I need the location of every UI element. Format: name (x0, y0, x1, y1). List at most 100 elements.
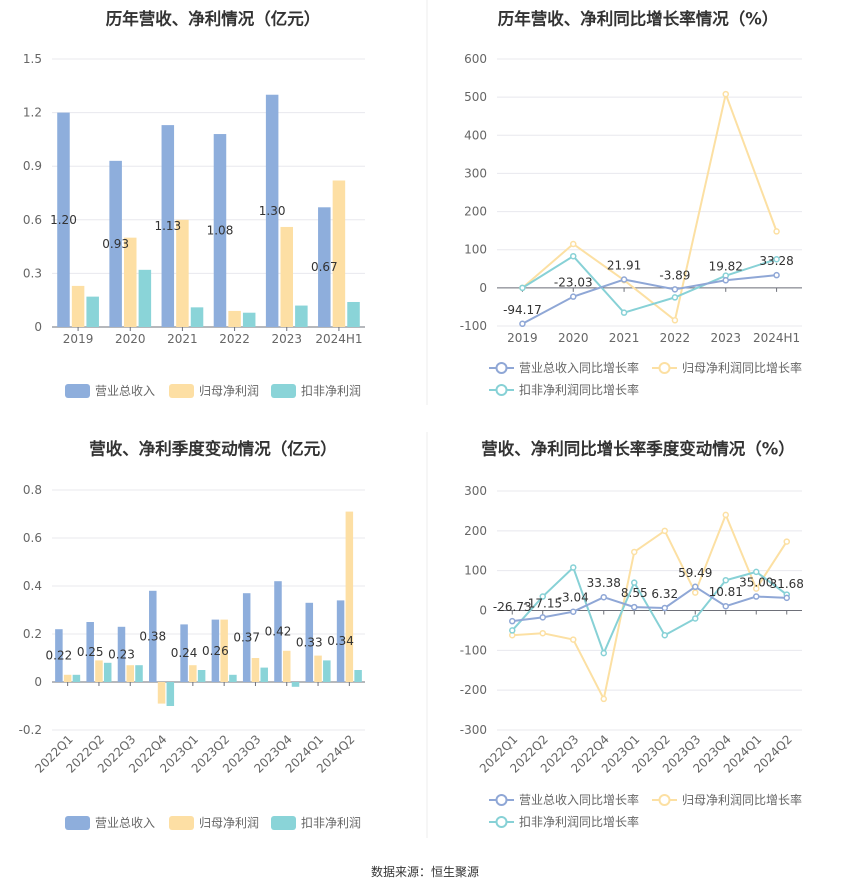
legend-label-3: 扣非净利润同比增长率 (519, 382, 639, 397)
bar-3 (72, 674, 81, 682)
point-1 (661, 604, 668, 612)
data-label: -3.89 (659, 268, 690, 282)
bar-1 (109, 160, 122, 327)
point-2 (753, 585, 760, 592)
point-3 (722, 576, 729, 584)
bar-3 (229, 674, 237, 682)
point-3 (671, 294, 679, 301)
data-label: 10.81 (709, 585, 743, 599)
y-tick-label: 200 (464, 205, 487, 219)
y-tick-label: 0.2 (23, 627, 42, 641)
bar-3 (260, 667, 268, 682)
bar-3 (103, 662, 112, 682)
bar-2 (282, 650, 291, 682)
series-line-3 (511, 565, 788, 656)
point-1 (570, 608, 577, 615)
point-1 (773, 271, 780, 279)
bar-3 (295, 305, 308, 327)
y-tick-label: 0.9 (23, 159, 42, 173)
x-tick-label: 2020 (558, 331, 589, 345)
y-tick-label: -0.2 (19, 723, 42, 737)
point-1 (722, 602, 729, 610)
point-2 (722, 511, 729, 519)
y-tick-label: 0.6 (23, 531, 42, 545)
y-tick-label: 500 (464, 90, 487, 104)
bar-2 (176, 219, 189, 327)
quarterly-growth-rate-chart: 营收、净利同比增长率季度变动情况（%） -300 -200 -100 0 100 200 30… (460, 439, 804, 830)
legend-swatch-3 (271, 816, 296, 830)
point-1 (692, 583, 699, 591)
x-tick-label: 2022 (660, 331, 691, 345)
bar-2 (189, 665, 197, 682)
x-tick-label: 2023 (271, 332, 302, 346)
data-label: 0.34 (327, 634, 354, 648)
legend-marker-3 (495, 816, 508, 828)
y-tick-label: -200 (460, 683, 487, 697)
data-label: 8.55 (621, 586, 648, 600)
x-tick-label: 2020 (115, 332, 146, 346)
data-label: -17.15 (523, 596, 562, 610)
data-label: 1.13 (154, 219, 181, 233)
bar-2 (63, 674, 72, 682)
data-label: 1.08 (207, 224, 234, 238)
bar-2 (280, 226, 294, 327)
bar-3 (347, 301, 360, 327)
x-tick-label: 2024H1 (753, 331, 800, 345)
point-1 (722, 277, 729, 284)
point-3 (509, 627, 516, 634)
data-label: 1.20 (50, 213, 77, 227)
data-label: 35.00 (739, 576, 773, 590)
point-1 (509, 617, 516, 625)
x-tick-label: 2022 (219, 332, 250, 346)
point-3 (539, 593, 546, 600)
point-2 (671, 317, 679, 324)
chart-title: 营收、净利季度变动情况（亿元） (89, 439, 337, 459)
quarterly-revenue-profit-chart: 营收、净利季度变动情况（亿元）-0.200.20.40.60.82022Q120… (19, 439, 365, 830)
legend-label-1: 营业总收入同比增长率 (519, 792, 639, 807)
point-1 (600, 593, 607, 601)
point-1 (539, 614, 546, 621)
chart-title: 营收、净利同比增长率季度变动情况（%） (481, 439, 795, 459)
annual-revenue-profit-chart: 历年营收、净利情况（亿元） 0 0.3 0.6 0.9 1.2 1.5 2019 2020 202… (23, 9, 365, 398)
point-3 (692, 615, 699, 622)
bar-1 (117, 626, 126, 682)
y-tick-label: 1.2 (23, 106, 42, 120)
legend-swatch-1 (65, 384, 90, 398)
legend-label-2: 归母净利润同比增长率 (682, 360, 802, 375)
legend-label-2: 归母净利润 (199, 816, 259, 830)
x-tick-label: 2019 (507, 331, 538, 345)
data-label: 0.25 (77, 645, 104, 659)
y-tick-label: 100 (464, 243, 487, 257)
bar-1 (161, 125, 175, 328)
data-label: -94.17 (503, 303, 542, 317)
point-2 (600, 695, 607, 703)
legend-swatch-1 (65, 816, 90, 830)
bar-2 (220, 619, 228, 682)
bar-2 (157, 682, 166, 704)
legend-marker-1 (495, 362, 508, 374)
y-tick-label: 0.3 (23, 266, 42, 280)
bar-2 (251, 658, 260, 682)
series-line-2 (512, 512, 788, 702)
legend-marker-3 (495, 384, 508, 396)
bar-3 (86, 296, 99, 327)
point-3 (631, 579, 638, 586)
legend-label-1: 营业总收入 (95, 816, 155, 830)
y-tick-label: 100 (464, 564, 487, 578)
point-3 (773, 256, 780, 263)
annual-growth-rate-chart: 历年营收、净利同比增长率情况（%） -100 0 100 200 300 400 500 600… (460, 9, 802, 398)
series-line-1 (512, 585, 787, 623)
bar-3 (135, 665, 143, 682)
y-tick-label: 200 (464, 524, 487, 538)
data-label: 0.93 (102, 237, 129, 251)
data-label: 33.38 (587, 576, 621, 590)
legend-label-3: 扣非净利润 (301, 816, 361, 830)
data-label: 0.22 (46, 649, 73, 663)
data-label: 19.82 (709, 259, 743, 273)
data-label: 1.30 (259, 204, 286, 218)
bar-2 (228, 310, 241, 327)
point-3 (570, 564, 577, 571)
point-1 (783, 594, 790, 602)
point-2 (722, 90, 729, 98)
data-label: 31.68 (770, 577, 804, 591)
